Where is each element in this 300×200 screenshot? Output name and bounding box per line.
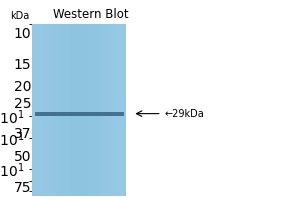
Bar	[54, 24, 55, 196]
Bar	[65, 24, 67, 196]
Bar	[37, 24, 38, 196]
Bar	[108, 24, 109, 196]
Bar	[112, 24, 113, 196]
Bar	[118, 24, 119, 196]
Bar	[117, 24, 118, 196]
Bar	[71, 24, 72, 196]
Bar	[50, 24, 51, 196]
Bar	[32, 24, 34, 196]
Bar	[89, 24, 90, 196]
Bar	[44, 24, 45, 196]
Bar	[38, 24, 40, 196]
Bar	[70, 24, 71, 196]
Bar	[99, 24, 101, 196]
Bar	[51, 24, 52, 196]
Bar	[78, 24, 80, 196]
Bar	[97, 24, 98, 196]
Bar	[59, 24, 61, 196]
Bar	[116, 24, 117, 196]
Bar	[64, 24, 65, 196]
Bar	[104, 24, 105, 196]
Bar	[45, 24, 46, 196]
Bar	[121, 24, 122, 196]
Bar	[81, 24, 82, 196]
Bar	[82, 24, 83, 196]
Bar	[49, 24, 50, 196]
Bar	[46, 24, 48, 196]
Bar	[80, 24, 81, 196]
Bar	[92, 24, 94, 196]
Bar	[55, 24, 56, 196]
Bar	[115, 24, 116, 196]
Bar	[62, 24, 63, 196]
Bar	[125, 24, 127, 196]
Bar	[68, 24, 69, 196]
Bar	[95, 24, 96, 196]
Bar	[35, 112, 124, 116]
Bar	[90, 24, 91, 196]
Bar	[57, 24, 58, 196]
Bar	[88, 24, 89, 196]
Bar	[74, 24, 75, 196]
Bar	[94, 24, 95, 196]
Bar	[124, 24, 125, 196]
Bar	[72, 24, 74, 196]
Bar	[123, 24, 124, 196]
Bar	[40, 24, 42, 196]
Bar	[76, 24, 77, 196]
Bar	[36, 24, 37, 196]
Bar	[113, 24, 115, 196]
Bar	[56, 24, 57, 196]
Bar	[96, 24, 97, 196]
Bar	[48, 24, 49, 196]
Bar	[105, 24, 106, 196]
Bar	[103, 24, 104, 196]
Bar	[91, 24, 92, 196]
Bar	[42, 24, 43, 196]
Bar	[85, 24, 86, 196]
Bar	[35, 24, 36, 196]
Bar	[52, 24, 54, 196]
Bar	[122, 24, 123, 196]
Bar	[100, 24, 102, 196]
Bar	[110, 24, 111, 196]
Bar	[106, 24, 108, 196]
Bar	[61, 24, 62, 196]
Bar	[77, 24, 78, 196]
Text: Western Blot: Western Blot	[53, 8, 129, 21]
Text: ←29kDa: ←29kDa	[165, 109, 205, 119]
Bar	[58, 24, 59, 196]
Text: kDa: kDa	[10, 11, 29, 21]
Bar	[84, 24, 85, 196]
Bar	[34, 24, 35, 196]
Bar	[119, 24, 121, 196]
Bar	[67, 24, 68, 196]
Bar	[98, 24, 99, 196]
Bar	[69, 24, 70, 196]
Bar	[83, 24, 84, 196]
Bar	[102, 24, 103, 196]
Bar	[86, 24, 88, 196]
Bar	[75, 24, 76, 196]
Bar	[111, 24, 112, 196]
Bar	[109, 24, 110, 196]
Bar	[43, 24, 44, 196]
Bar	[63, 24, 64, 196]
